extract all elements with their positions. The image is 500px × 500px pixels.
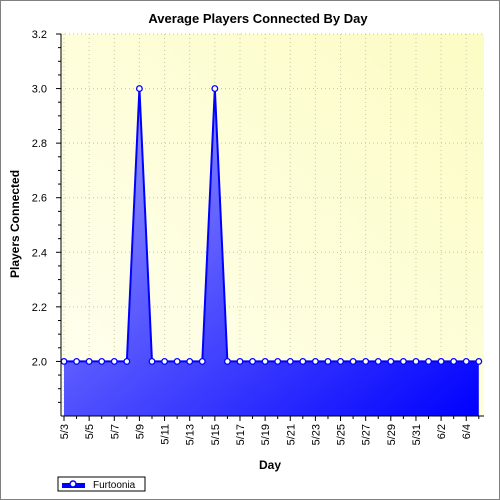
data-point bbox=[261, 357, 269, 365]
data-point bbox=[387, 357, 395, 365]
data-point bbox=[450, 357, 458, 365]
y-tick-label: 2.4 bbox=[32, 247, 47, 259]
y-tick-label: 2.8 bbox=[32, 138, 47, 150]
data-point bbox=[337, 357, 344, 365]
data-point bbox=[198, 357, 206, 365]
x-axis-label: Day bbox=[259, 458, 281, 472]
data-point bbox=[475, 357, 483, 365]
data-point bbox=[148, 357, 156, 365]
data-point bbox=[286, 357, 294, 365]
x-tick-label: 5/17 bbox=[235, 424, 247, 445]
data-point bbox=[399, 357, 407, 365]
series-line-furtoonia bbox=[64, 88, 479, 363]
data-point bbox=[135, 85, 143, 93]
data-point bbox=[425, 357, 432, 365]
y-axis-label: Players Connected bbox=[8, 170, 22, 278]
data-point bbox=[223, 357, 231, 365]
data-point bbox=[186, 357, 194, 365]
plot-area bbox=[61, 34, 484, 416]
x-tick-label: 5/15 bbox=[210, 424, 222, 445]
data-point bbox=[123, 357, 131, 365]
x-tick-label: 6/2 bbox=[436, 424, 448, 439]
x-tick-label: 5/25 bbox=[336, 424, 348, 445]
data-point bbox=[249, 357, 256, 365]
y-tick-label: 3.2 bbox=[32, 29, 47, 41]
x-tick-labels: 5/3 5/5 5/7 5/9 5/11 5/13 5/15 5/17 5/19 5/21 5/23… bbox=[59, 416, 480, 445]
data-point bbox=[161, 357, 169, 365]
data-point bbox=[60, 357, 68, 365]
data-point bbox=[73, 357, 81, 365]
data-point bbox=[236, 357, 244, 365]
y-tick-labels: 2.0 2.2 2.4 2.6 2.8 3.0 3.2 bbox=[32, 29, 61, 403]
data-point bbox=[274, 357, 282, 365]
data-point bbox=[110, 357, 118, 365]
x-tick-label: 5/31 bbox=[411, 424, 423, 445]
data-point bbox=[362, 357, 370, 365]
legend: Furtoonia bbox=[57, 476, 146, 492]
data-point bbox=[299, 357, 307, 365]
x-tick-label: 5/23 bbox=[310, 424, 322, 445]
y-tick-label: 2.0 bbox=[32, 356, 47, 368]
data-point bbox=[173, 357, 181, 365]
data-point bbox=[462, 357, 470, 365]
data-point bbox=[437, 357, 445, 365]
data-point bbox=[311, 357, 319, 365]
data-point bbox=[374, 357, 382, 365]
x-tick-label: 5/3 bbox=[59, 424, 71, 439]
legend-swatch-marker bbox=[69, 480, 77, 488]
data-point bbox=[324, 357, 332, 365]
x-tick-label: 5/19 bbox=[260, 424, 272, 445]
x-tick-label: 5/21 bbox=[285, 424, 297, 445]
data-point bbox=[349, 357, 357, 365]
y-tick-label: 3.0 bbox=[32, 84, 47, 96]
data-point bbox=[211, 85, 219, 93]
x-tick-label: 5/29 bbox=[386, 424, 398, 445]
y-tick-label: 2.6 bbox=[32, 193, 47, 205]
series-area-furtoonia bbox=[64, 88, 479, 417]
x-tick-label: 5/9 bbox=[134, 424, 146, 439]
x-tick-label: 5/27 bbox=[361, 424, 373, 445]
x-tick-label: 6/4 bbox=[461, 424, 473, 439]
x-tick-label: 5/11 bbox=[160, 424, 172, 445]
x-tick-label: 5/5 bbox=[84, 424, 96, 439]
data-point bbox=[85, 357, 93, 365]
data-point bbox=[98, 357, 106, 365]
x-tick-label: 5/13 bbox=[185, 424, 197, 445]
x-tick-label: 5/7 bbox=[109, 424, 121, 439]
y-tick-label: 2.2 bbox=[32, 302, 47, 314]
chart-title: Average Players Connected By Day bbox=[148, 11, 368, 26]
legend-label-furtoonia: Furtoonia bbox=[93, 480, 136, 491]
data-markers bbox=[60, 85, 483, 365]
data-point bbox=[412, 357, 420, 365]
